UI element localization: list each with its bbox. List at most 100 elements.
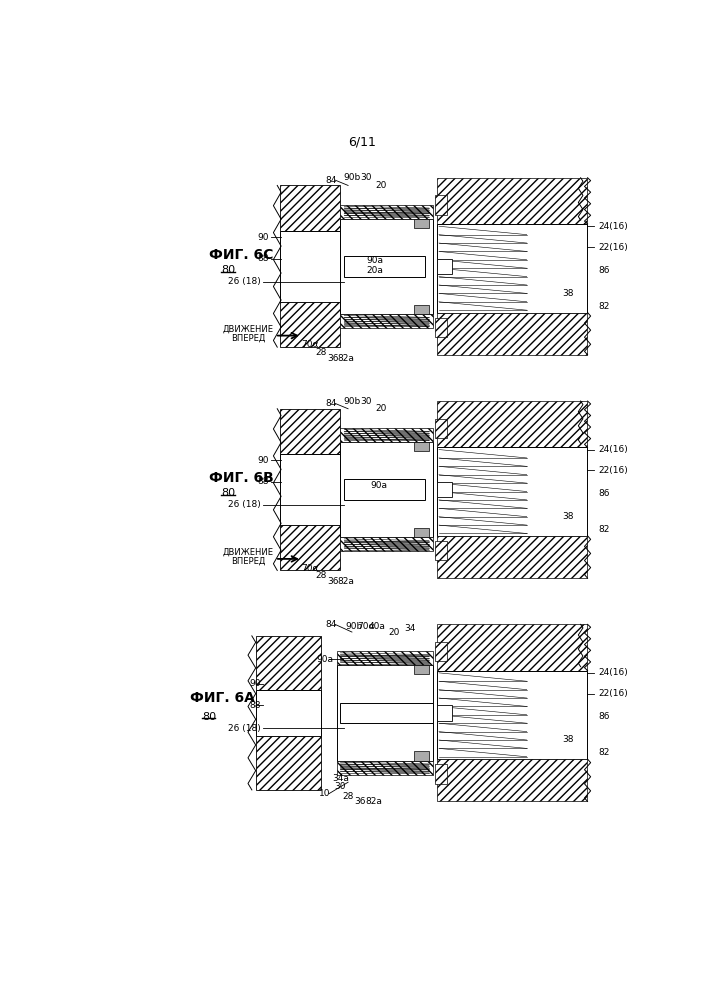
Bar [340,703,433,723]
Text: 82: 82 [598,748,609,757]
Bar [281,302,340,347]
Bar [256,636,321,690]
Text: 84: 84 [325,620,337,629]
Bar [437,759,587,801]
Text: 90: 90 [257,233,269,242]
Bar [281,525,340,570]
Bar [435,642,447,661]
Text: 24(16): 24(16) [598,445,628,454]
Bar [281,231,340,302]
Bar [344,256,425,277]
Text: 20: 20 [389,628,400,637]
Bar [435,195,447,215]
Text: 90b: 90b [344,397,361,406]
Text: ДВИЖЕНИЕ: ДВИЖЕНИЕ [223,547,274,556]
Bar [437,401,587,447]
Bar [337,761,433,774]
Text: 86: 86 [598,266,610,275]
Text: 40a: 40a [369,622,386,631]
Text: 30: 30 [334,782,346,791]
Bar [414,665,429,674]
Bar [337,665,433,761]
Bar [437,224,587,312]
Bar [340,314,433,328]
Text: 82a: 82a [337,578,354,586]
Bar [281,454,340,525]
Text: 24(16): 24(16) [598,668,628,677]
Text: 90: 90 [250,679,261,688]
Bar [281,185,340,231]
Bar [256,736,321,790]
Bar [340,219,433,314]
Text: ВПЕРЕД: ВПЕРЕД [230,333,265,342]
Text: 70α: 70α [301,340,318,349]
Text: 84: 84 [325,399,337,408]
Bar [435,318,447,337]
Bar [437,536,587,578]
Text: 38: 38 [562,289,573,298]
Bar [337,651,433,665]
Text: 90b: 90b [344,173,361,182]
Text: 28: 28 [342,792,354,801]
Text: 26 (18): 26 (18) [228,277,261,286]
Text: 26 (18): 26 (18) [228,500,261,510]
Text: 90a: 90a [370,481,387,490]
Text: 86: 86 [598,712,610,721]
Bar [256,690,321,736]
Bar [435,419,447,438]
Text: 36: 36 [328,354,339,363]
Bar [414,305,429,314]
Text: 22(16): 22(16) [598,243,628,252]
Text: ФИГ. 6B: ФИГ. 6B [209,471,274,485]
Text: 28: 28 [315,571,327,580]
Text: 20: 20 [375,181,387,190]
Text: 80: 80 [221,265,235,275]
Bar [340,537,433,551]
Bar [414,219,429,228]
Text: 36: 36 [354,797,366,806]
Text: 90: 90 [257,456,269,465]
Text: 22(16): 22(16) [598,466,628,475]
Bar [340,428,433,442]
Bar [414,442,429,451]
Text: 82a: 82a [337,354,354,363]
Text: ВПЕРЕД: ВПЕРЕД [230,557,265,566]
Text: 80: 80 [221,488,235,498]
Text: 20a: 20a [367,266,383,275]
Text: 70α: 70α [357,622,375,631]
Text: 36: 36 [328,578,339,586]
Text: 70α: 70α [301,564,318,573]
Text: 88: 88 [257,477,269,486]
Text: ФИГ. 6А: ФИГ. 6А [190,690,255,704]
Text: 86: 86 [598,489,610,498]
Bar [344,479,425,500]
Text: 34: 34 [404,624,416,633]
Text: 90a: 90a [317,654,334,664]
Bar [281,409,340,454]
Text: 34a: 34a [332,774,349,783]
Text: 30: 30 [360,397,372,406]
Bar [437,705,452,721]
Bar [340,205,433,219]
Bar [437,671,587,759]
Bar [414,751,429,761]
Text: ДВИЖЕНИЕ: ДВИЖЕНИЕ [223,324,274,333]
Text: 30: 30 [360,173,372,182]
Text: 82a: 82a [365,797,382,806]
Text: 80: 80 [201,712,216,722]
Text: 22(16): 22(16) [598,689,628,698]
Text: 28: 28 [315,348,327,357]
Text: 20: 20 [375,404,387,413]
Text: 90a: 90a [366,256,383,265]
Bar [437,624,587,671]
Text: 88: 88 [250,701,261,710]
Text: ФИГ. 6С: ФИГ. 6С [209,248,274,262]
Text: 84: 84 [325,176,337,185]
Text: 38: 38 [562,512,573,521]
Text: 24(16): 24(16) [598,222,628,231]
Text: 82: 82 [598,525,609,534]
Bar [435,541,447,560]
Text: 6/11: 6/11 [348,135,376,148]
Text: 88: 88 [257,254,269,263]
Bar [435,764,447,784]
